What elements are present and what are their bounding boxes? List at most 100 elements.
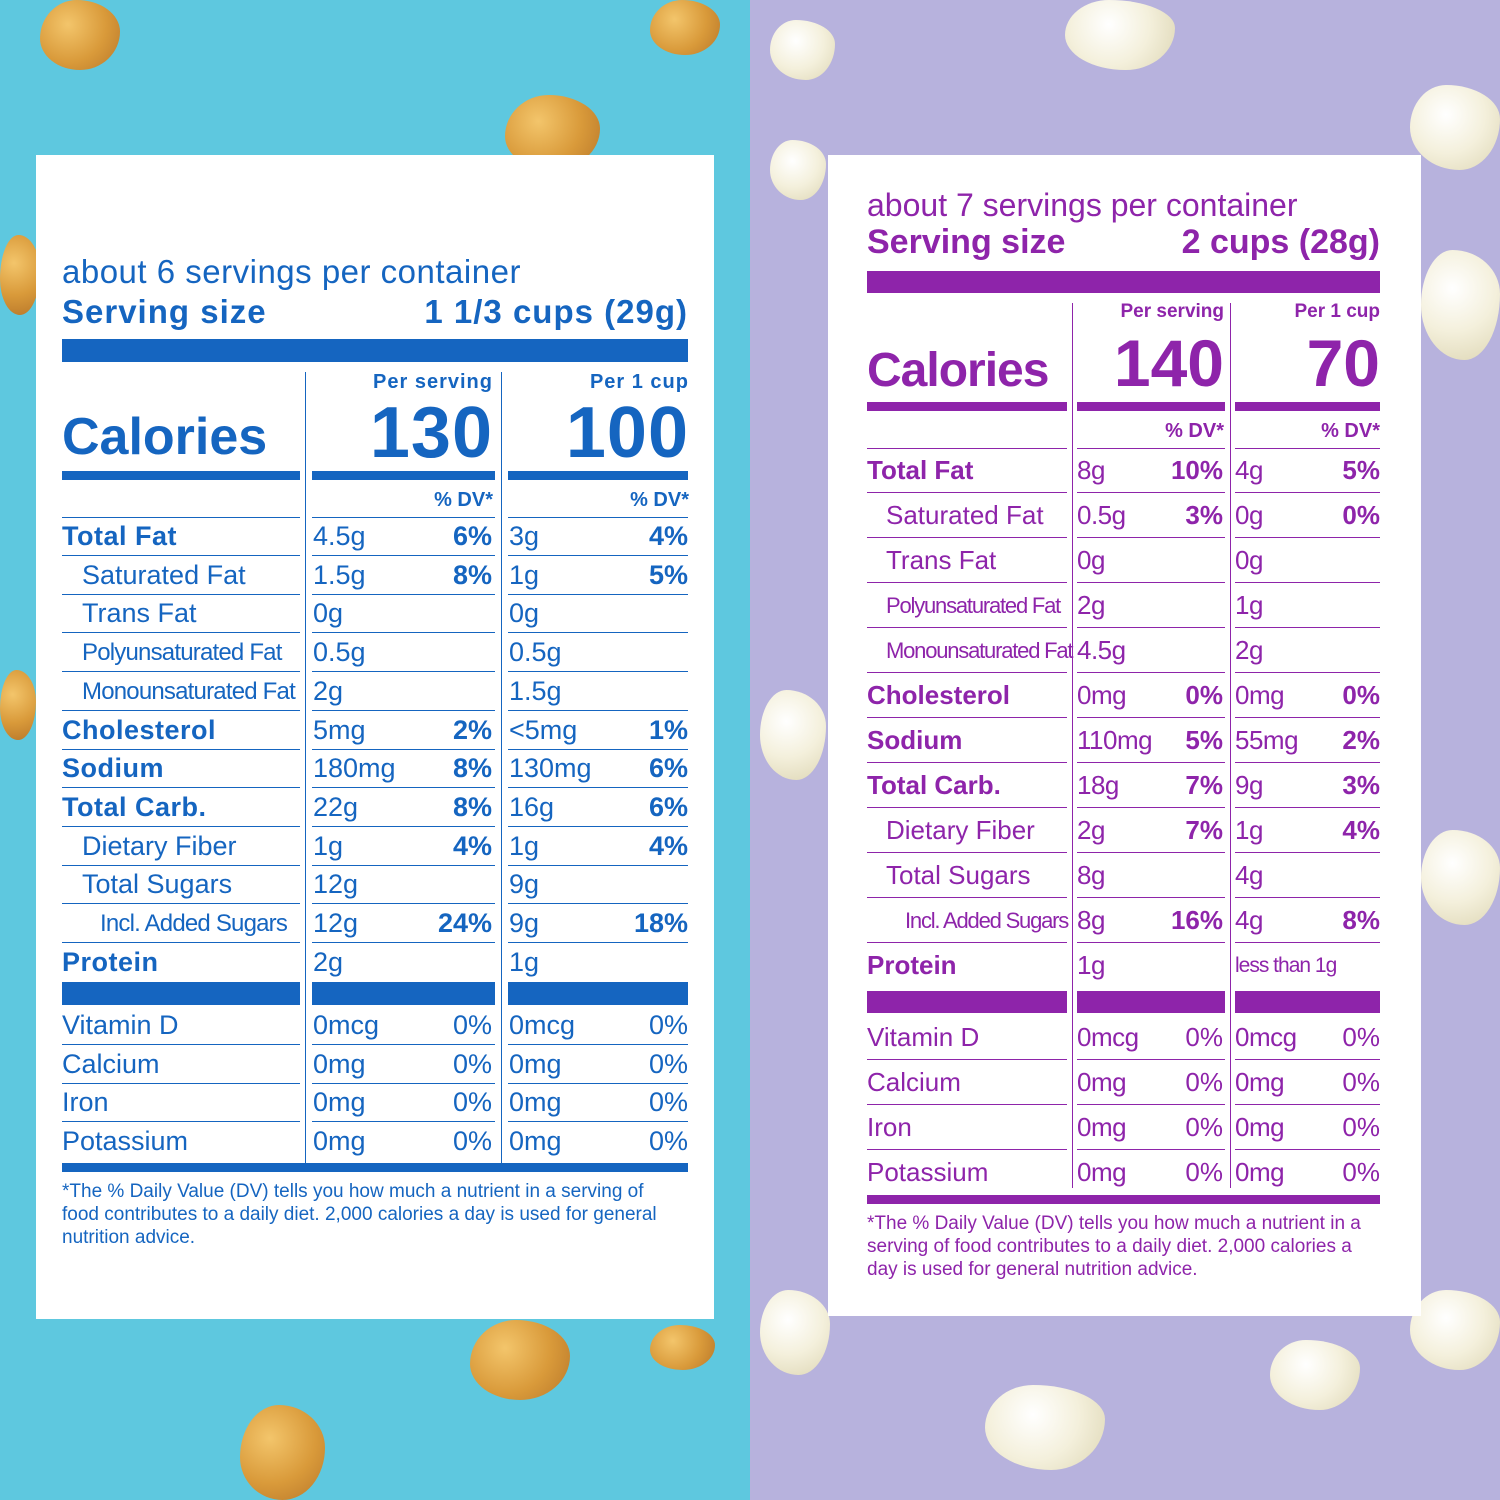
amount-per-cup: 0mcg: [509, 1010, 576, 1040]
nutrient-name: Total Fat: [867, 455, 974, 485]
medium-rule: [312, 471, 495, 480]
amount-per-cup: 4g: [1235, 860, 1263, 890]
row-rule: [1235, 492, 1380, 493]
row-rule: [312, 1121, 495, 1123]
nutrient-name: Potassium: [62, 1126, 189, 1157]
calories-per-serving: 140: [1113, 326, 1224, 400]
row-rule: [1235, 1149, 1380, 1150]
dv-per-cup: 0%: [1342, 1112, 1380, 1142]
row-rule: [1235, 582, 1380, 583]
row-rule: [867, 897, 1067, 898]
row-rule: [312, 1044, 495, 1045]
row-rule: [312, 709, 495, 711]
medium-rule: [867, 402, 1067, 411]
amount-per-serving: 0mcg: [313, 1010, 380, 1040]
amount-per-serving: 8g: [1077, 860, 1105, 890]
row-rule: [867, 717, 1067, 718]
row-rule: [1235, 627, 1380, 628]
row-rule: [1077, 807, 1225, 808]
thick-rule: [867, 271, 1380, 293]
row-rule: [508, 709, 688, 711]
nutrient-name: Total Carb.: [867, 770, 1001, 800]
dv-per-serving: 6%: [452, 521, 492, 551]
row-rule: [62, 1044, 300, 1045]
dv-per-cup: 18%: [633, 908, 688, 938]
nutrient-row-total-carb: Total Carb. 22g 8% 16g 6%: [62, 788, 688, 827]
dv-per-serving: 8%: [452, 753, 492, 784]
row-rule: [1235, 1059, 1380, 1060]
row-rule: [867, 1149, 1067, 1150]
nutrient-name: Vitamin D: [62, 1010, 179, 1040]
nutrient-row-potassium: Potassium 0mg 0% 0mg 0%: [62, 1122, 688, 1161]
row-rule: [312, 517, 495, 518]
nutrient-name: Saturated Fat: [82, 559, 246, 590]
amount-per-serving: 1g: [313, 830, 344, 861]
row-rule: [1077, 1149, 1225, 1150]
nutrient-name: Sodium: [62, 753, 164, 784]
dv-header: % DV*: [1165, 420, 1224, 442]
servings-per-container: about 6 servings per container: [62, 253, 521, 290]
amount-per-serving: 12g: [313, 869, 359, 900]
amount-per-cup: 1g: [1235, 590, 1263, 620]
medium-rule: [62, 1163, 688, 1172]
amount-per-serving: 0mg: [313, 1126, 366, 1157]
row-rule: [1077, 852, 1225, 853]
row-rule: [867, 852, 1067, 853]
thick-rule: [867, 991, 1067, 1013]
amount-per-cup: 0g: [1235, 500, 1263, 530]
column-divider: [1072, 303, 1073, 1188]
nutrient-row-cholesterol: Cholesterol 5mg 2% <5mg 1%: [62, 711, 688, 750]
row-rule: [312, 748, 495, 750]
amount-per-cup: 0mg: [1235, 680, 1285, 710]
amount-per-serving: 0g: [1077, 545, 1105, 575]
row-rule: [62, 787, 300, 789]
nutrient-row-polyunsaturated-fat: Polyunsaturated Fat 2g 1g: [867, 583, 1380, 628]
medium-rule: [1235, 402, 1380, 411]
dv-header: % DV*: [1321, 420, 1380, 442]
nutrient-row-dietary-fiber: Dietary Fiber 2g 7% 1g 4%: [867, 808, 1380, 853]
amount-per-cup: 4g: [1235, 905, 1263, 935]
column-divider: [1230, 303, 1231, 1188]
nutrient-name: Cholesterol: [62, 714, 217, 745]
calories-per-serving: 130: [369, 393, 493, 473]
column-header-per-cup: Per 1 cup: [589, 371, 689, 393]
dv-per-serving: 0%: [1185, 1112, 1223, 1142]
amount-per-serving: 22g: [313, 791, 359, 822]
dv-per-cup: 2%: [1342, 725, 1380, 755]
row-rule: [508, 1121, 688, 1123]
dv-per-cup: 0%: [1342, 680, 1380, 710]
row-rule: [1235, 852, 1380, 853]
amount-per-cup: 0mg: [1235, 1067, 1285, 1097]
calories-per-cup: 100: [565, 393, 689, 473]
nutrient-row-total-sugars: Total Sugars 8g 4g: [867, 853, 1380, 898]
row-rule: [867, 1104, 1067, 1105]
nutrient-row-total-fat: Total Fat 8g 10% 4g 5%: [867, 448, 1380, 493]
amount-per-cup: less than 1g: [1235, 954, 1337, 977]
nutrient-name: Protein: [867, 950, 957, 980]
dv-per-cup: 0%: [1342, 1157, 1380, 1187]
dv-per-serving: 0%: [1185, 1157, 1223, 1187]
nutrient-row-incl-added-sugars: Incl. Added Sugars 8g 16% 4g 8%: [867, 898, 1380, 943]
dv-per-serving: 0%: [452, 1010, 492, 1040]
nutrient-row-saturated-fat: Saturated Fat 0.5g 3% 0g 0%: [867, 493, 1380, 538]
amount-per-serving: 2g: [313, 946, 344, 977]
amount-per-cup: 0mcg: [1235, 1022, 1297, 1052]
dv-per-serving: 0%: [1185, 1067, 1223, 1097]
amount-per-serving: 0mg: [1077, 680, 1127, 710]
amount-per-serving: 0mg: [1077, 1067, 1127, 1097]
row-rule: [867, 807, 1067, 808]
row-rule: [1077, 537, 1225, 538]
nutrient-row-cholesterol: Cholesterol 0mg 0% 0mg 0%: [867, 673, 1380, 718]
amount-per-cup: 4g: [1235, 455, 1263, 485]
row-rule: [312, 1082, 495, 1084]
row-rule: [1235, 717, 1380, 718]
dv-per-cup: 0%: [648, 1048, 688, 1079]
footnote: *The % Daily Value (DV) tells you how mu…: [62, 1181, 657, 1248]
row-rule: [312, 632, 495, 634]
nutrient-name: Trans Fat: [82, 598, 197, 629]
dv-per-cup: 4%: [648, 521, 688, 551]
amount-per-cup: 0g: [509, 598, 540, 629]
amount-per-cup: 0mg: [509, 1087, 562, 1118]
row-rule: [312, 942, 495, 943]
nutrient-row-trans-fat: Trans Fat 0g 0g: [62, 594, 688, 634]
